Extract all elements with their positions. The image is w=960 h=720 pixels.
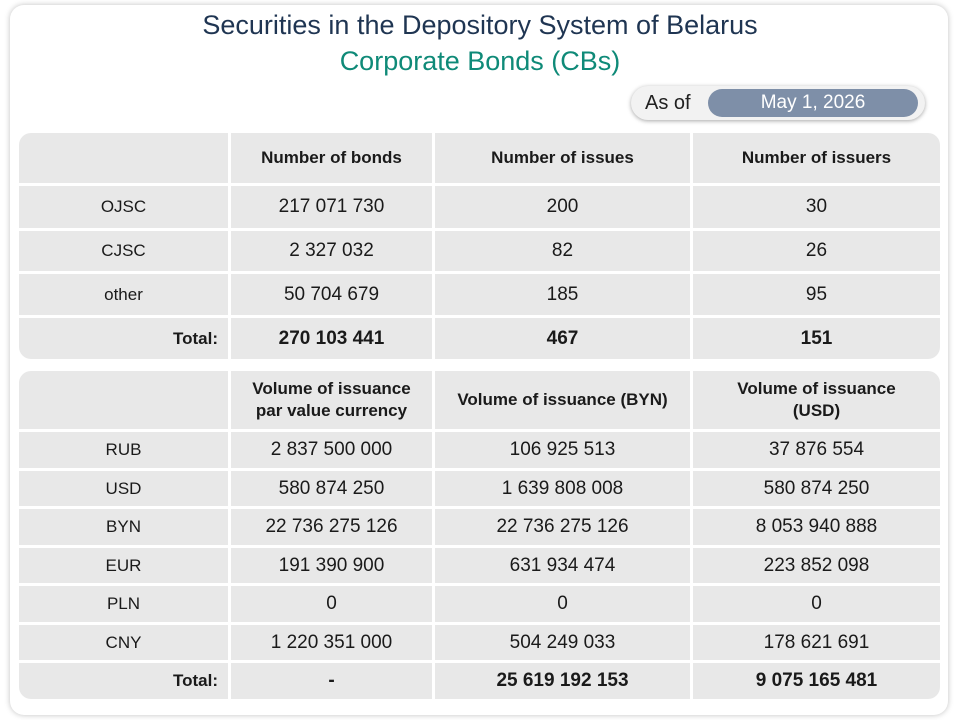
table-cell: 185 bbox=[435, 274, 693, 315]
header-cell: Number of bonds bbox=[231, 133, 435, 183]
total-label: Total: bbox=[19, 663, 231, 699]
issuance-volume-by-currency-table: Volume of issuance par value currency Vo… bbox=[19, 371, 940, 699]
table-cell: 0 bbox=[231, 586, 435, 622]
table-cell: 8 053 940 888 bbox=[755, 516, 878, 537]
table-total-row: Total: 270 103 441 467 151 bbox=[19, 318, 940, 359]
table-cell: 2 327 032 bbox=[231, 231, 435, 271]
table-row: OJSC 217 071 730 200 30 bbox=[19, 186, 940, 231]
table-cell: 504 249 033 bbox=[435, 625, 693, 660]
table-cell: 217 071 730 bbox=[231, 186, 435, 228]
table-row: EUR 191 390 900 631 934 474 223 852 098 bbox=[19, 548, 940, 586]
row-label: OJSC bbox=[19, 186, 231, 228]
table-cell: 50 704 679 bbox=[231, 274, 435, 315]
total-label: Total: bbox=[19, 318, 231, 359]
table-header-row: Number of bonds Number of issues Number … bbox=[19, 133, 940, 186]
table-row: PLN 0 0 0 bbox=[19, 586, 940, 625]
row-label: BYN bbox=[19, 509, 231, 545]
table-cell: 0 bbox=[435, 586, 693, 622]
table-cell: 631 934 474 bbox=[435, 548, 693, 583]
table-row: USD 580 874 250 1 639 808 008 580 874 25… bbox=[19, 471, 940, 509]
table-row: RUB 2 837 500 000 106 925 513 37 876 554 bbox=[19, 432, 940, 471]
header-cell: Number of issues bbox=[435, 133, 693, 183]
row-label: CNY bbox=[19, 625, 231, 660]
header-cell: Volume of issuance par value currency bbox=[231, 371, 435, 429]
table-cell: 82 bbox=[435, 231, 693, 271]
total-cell: 151 bbox=[800, 327, 833, 349]
table-cell: 580 874 250 bbox=[231, 471, 435, 506]
table-cell: 1 220 351 000 bbox=[231, 625, 435, 660]
bonds-by-company-type-table: Number of bonds Number of issues Number … bbox=[19, 133, 940, 359]
total-cell: 270 103 441 bbox=[231, 318, 435, 359]
table-cell: 2 837 500 000 bbox=[231, 432, 435, 468]
table-cell: 0 bbox=[811, 593, 822, 614]
table-cell: 26 bbox=[805, 240, 828, 261]
header-cell: Number of issuers bbox=[741, 148, 892, 167]
header-cell: Volume of issuance (USD) bbox=[737, 379, 896, 420]
table-cell: 106 925 513 bbox=[435, 432, 693, 468]
header-cell: Volume of issuance (BYN) bbox=[435, 371, 693, 429]
row-label: other bbox=[19, 274, 231, 315]
table-row: CJSC 2 327 032 82 26 bbox=[19, 231, 940, 274]
table-cell: 22 736 275 126 bbox=[435, 509, 693, 545]
as-of-label: As of bbox=[645, 92, 691, 114]
table-cell: 223 852 098 bbox=[763, 554, 870, 576]
table-cell: 95 bbox=[805, 283, 828, 305]
row-label: RUB bbox=[19, 432, 231, 468]
table-cell: 1 639 808 008 bbox=[435, 471, 693, 506]
page-subtitle: Corporate Bonds (CBs) bbox=[339, 46, 621, 76]
table-row: other 50 704 679 185 95 bbox=[19, 274, 940, 318]
table-cell: 22 736 275 126 bbox=[231, 509, 435, 545]
page-title: Securities in the Depository System of B… bbox=[202, 10, 758, 40]
as-of-date-value[interactable]: May 1, 2026 bbox=[708, 89, 918, 117]
total-cell: 25 619 192 153 bbox=[435, 663, 693, 699]
row-label: USD bbox=[19, 471, 231, 506]
total-cell: 467 bbox=[435, 318, 693, 359]
table-row: CNY 1 220 351 000 504 249 033 178 621 69… bbox=[19, 625, 940, 663]
table-row: BYN 22 736 275 126 22 736 275 126 8 053 … bbox=[19, 509, 940, 548]
table-cell: 191 390 900 bbox=[231, 548, 435, 583]
header-cell bbox=[19, 371, 231, 429]
total-cell: - bbox=[231, 663, 435, 699]
table-cell: 580 874 250 bbox=[763, 477, 870, 499]
total-cell: 9 075 165 481 bbox=[755, 670, 878, 691]
table-total-row: Total: - 25 619 192 153 9 075 165 481 bbox=[19, 663, 940, 699]
table-cell: 200 bbox=[435, 186, 693, 228]
header-cell bbox=[19, 133, 231, 183]
row-label: PLN bbox=[19, 586, 231, 622]
row-label: EUR bbox=[19, 548, 231, 583]
table-cell: 178 621 691 bbox=[763, 631, 870, 653]
table-cell: 30 bbox=[805, 196, 828, 217]
row-label: CJSC bbox=[19, 231, 231, 271]
as-of-date-selector[interactable]: As of May 1, 2026 bbox=[631, 86, 925, 120]
table-cell: 37 876 554 bbox=[768, 439, 865, 460]
table-header-row: Volume of issuance par value currency Vo… bbox=[19, 371, 940, 432]
